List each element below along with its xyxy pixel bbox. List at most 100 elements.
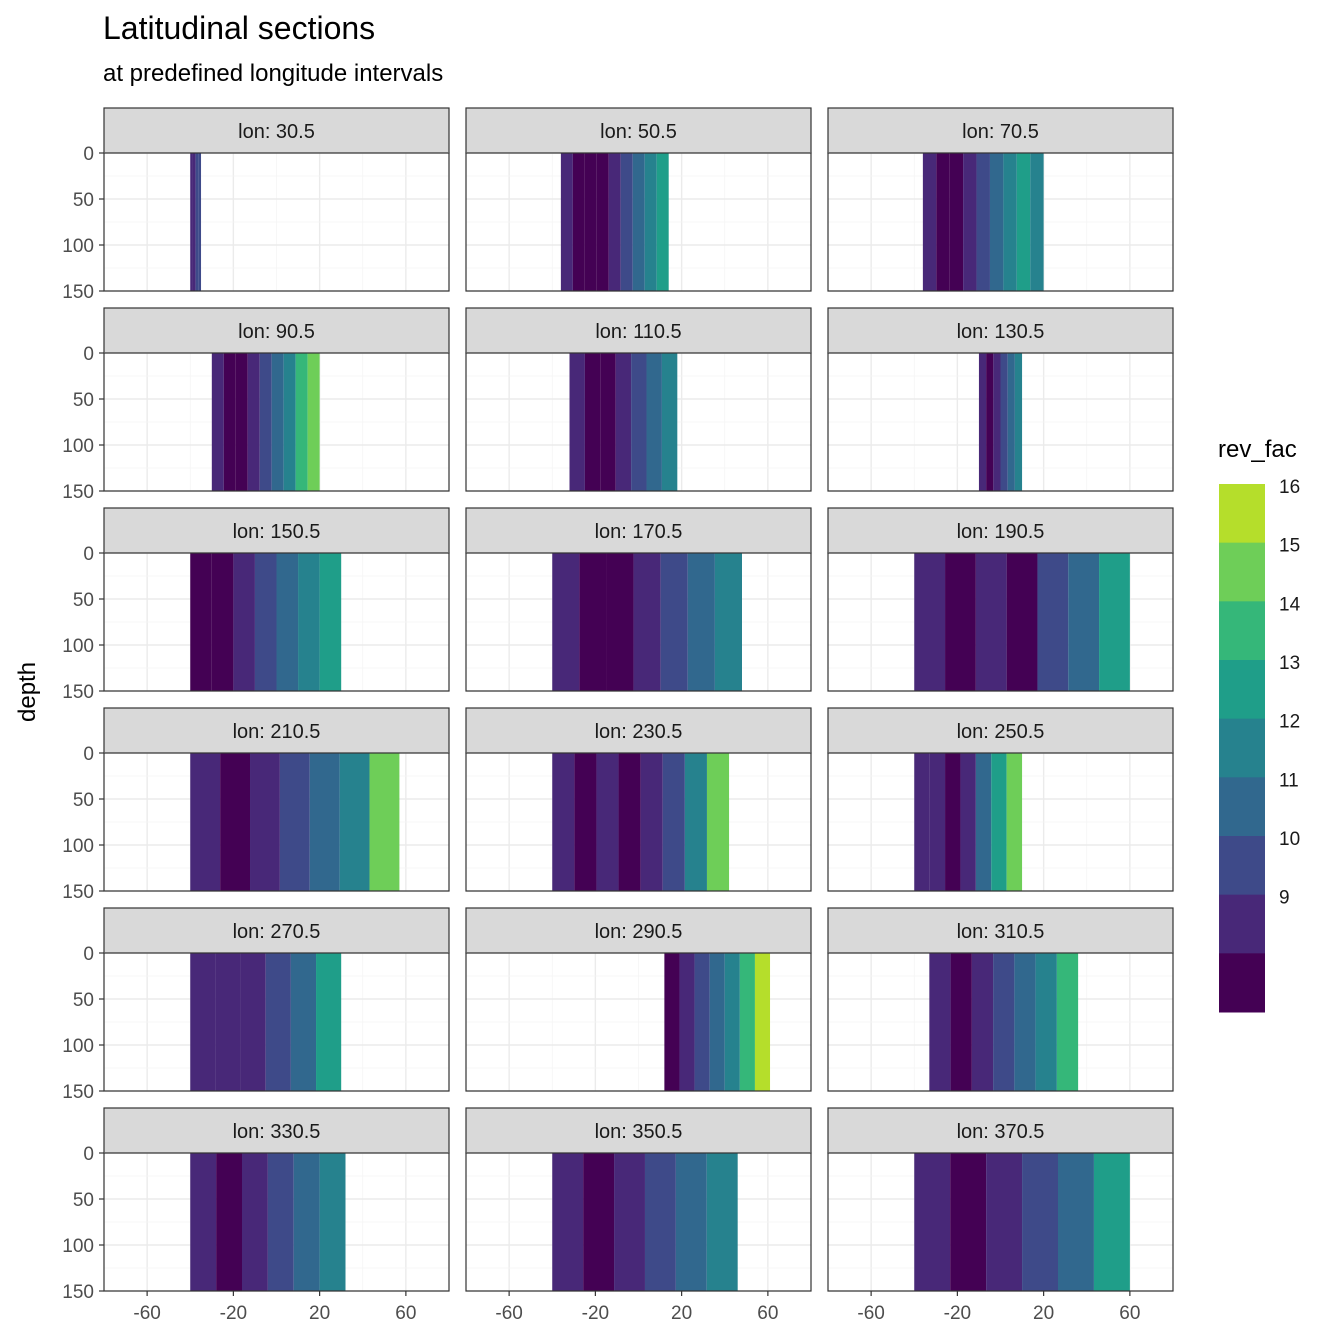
section-cell [579, 553, 607, 691]
section-cell [949, 153, 964, 291]
section-cell [279, 753, 310, 891]
section-cell [240, 953, 266, 1091]
section-cell [978, 353, 987, 491]
facet-label: lon: 350.5 [595, 1121, 683, 1143]
section-cell [975, 753, 992, 891]
section-cell [754, 953, 771, 1091]
section-cell [993, 953, 1015, 1091]
y-tick-label: 0 [83, 744, 94, 765]
section-cell [1007, 353, 1015, 491]
legend-tick-label: 16 [1279, 477, 1300, 498]
section-cell [600, 353, 616, 491]
facet-6: lon: 130.5 [827, 307, 1174, 492]
section-cell [714, 553, 742, 691]
section-cell [950, 1153, 987, 1291]
y-tick-label: 150 [62, 1282, 94, 1303]
y-tick-label: 0 [83, 144, 94, 165]
section-cell [633, 553, 661, 691]
panel-border [103, 752, 450, 892]
y-tick-label: 100 [62, 836, 94, 857]
section-cell [675, 1153, 707, 1291]
section-cell [369, 753, 400, 891]
section-cell [242, 1153, 268, 1291]
section-cell [596, 153, 609, 291]
facet-5: lon: 110.5 [465, 307, 812, 492]
x-tick-label: 60 [757, 1303, 778, 1324]
section-cell [1016, 153, 1031, 291]
panel-border [103, 352, 450, 492]
y-tick-label: 150 [62, 482, 94, 503]
facet-8: lon: 170.5 [465, 507, 812, 692]
legend-swatch [1219, 836, 1265, 896]
facet-strip [827, 507, 1174, 554]
legend-tick-label: 12 [1279, 712, 1300, 733]
section-cell [254, 553, 277, 691]
section-cell [646, 353, 662, 491]
section-cell [687, 553, 715, 691]
section-cell [664, 953, 680, 1091]
facet-label: lon: 330.5 [233, 1121, 321, 1143]
section-cell [265, 953, 291, 1091]
facet-15: lon: 310.5 [827, 907, 1174, 1092]
legend-tick-label: 10 [1279, 829, 1300, 850]
facet-strip [103, 1107, 450, 1154]
section-cell [552, 553, 580, 691]
facet-strip [465, 1107, 812, 1154]
legend-swatch [1219, 718, 1265, 778]
legend-tick-label: 11 [1279, 770, 1299, 791]
section-cell [1006, 753, 1023, 891]
section-cell [569, 353, 585, 491]
section-cell [644, 1153, 676, 1291]
section-cell [739, 953, 755, 1091]
section-cell [694, 953, 710, 1091]
facet-strip [465, 107, 812, 154]
panel-border [103, 552, 450, 692]
section-cell [552, 1153, 584, 1291]
y-tick-label: 100 [62, 1236, 94, 1257]
section-cell [960, 753, 976, 891]
legend-swatch [1219, 484, 1265, 544]
section-cell [914, 753, 930, 891]
facet-strip [827, 907, 1174, 954]
section-cell [632, 153, 645, 291]
facet-9: lon: 190.5 [827, 507, 1174, 692]
section-cell [259, 353, 272, 491]
section-cell [945, 753, 961, 891]
legend-swatch [1219, 601, 1265, 661]
section-cell [572, 153, 585, 291]
section-cell [618, 753, 641, 891]
section-cell [1006, 553, 1038, 691]
section-cell [319, 553, 342, 691]
section-cell [283, 353, 296, 491]
section-cell [1093, 1153, 1130, 1291]
y-tick-label: 0 [83, 1144, 94, 1165]
facet-label: lon: 230.5 [595, 721, 683, 743]
section-cell [975, 553, 1007, 691]
section-cell [644, 153, 657, 291]
facet-label: lon: 370.5 [957, 1121, 1045, 1143]
section-cell [608, 153, 621, 291]
y-tick-label: 150 [62, 1082, 94, 1103]
section-cell [606, 553, 634, 691]
facet-18: lon: 370.5 -60 -20 20 60 [827, 1107, 1174, 1324]
section-cell [986, 353, 994, 491]
section-cell [945, 553, 976, 691]
section-cell [552, 753, 575, 891]
facet-strip [465, 507, 812, 554]
section-cell [936, 153, 950, 291]
section-cell [929, 953, 951, 1091]
x-tick-label: -20 [220, 1303, 247, 1324]
x-tick-label: -20 [582, 1303, 609, 1324]
section-cell [620, 153, 633, 291]
section-cell [198, 153, 202, 291]
section-cell [971, 953, 994, 1091]
legend-tick-label: 14 [1279, 594, 1301, 615]
section-cell [250, 753, 280, 891]
section-cell [584, 353, 601, 491]
x-tick-label: 20 [309, 1303, 330, 1324]
x-tick-label: 20 [671, 1303, 692, 1324]
facet-10: lon: 210.5 0 50 100 150 [62, 707, 450, 903]
section-cell [614, 1153, 645, 1291]
section-cell [307, 353, 320, 491]
y-tick-label: 0 [83, 344, 94, 365]
